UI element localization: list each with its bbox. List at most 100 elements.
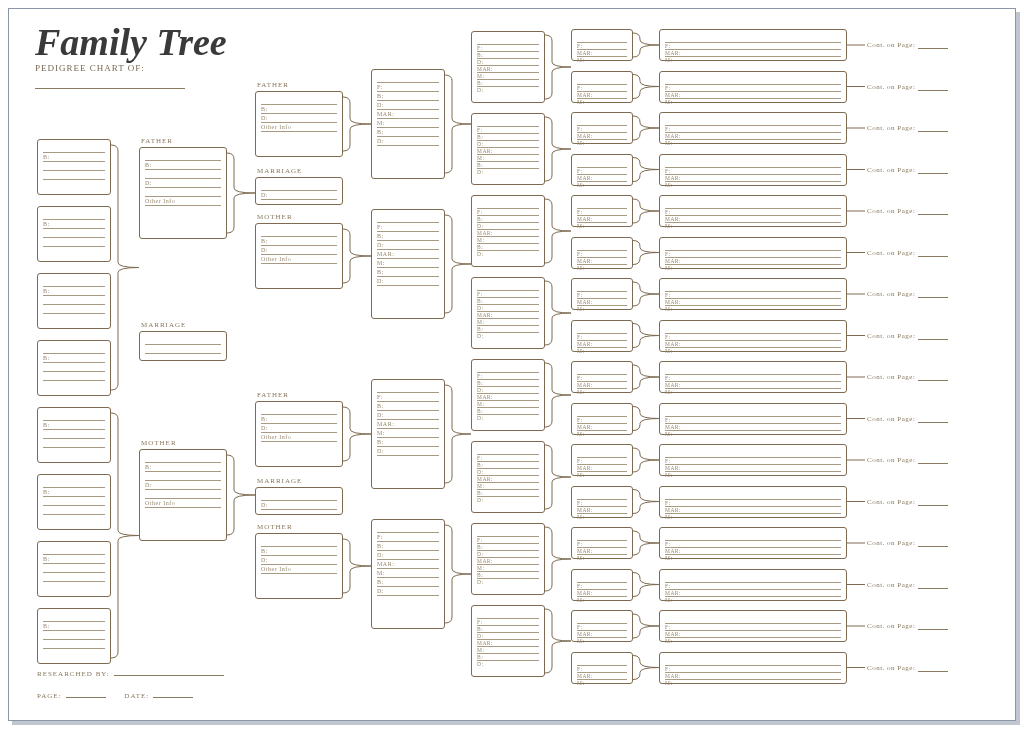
field-row: D: bbox=[477, 551, 539, 558]
field-row: D: bbox=[377, 411, 439, 420]
pedigree-box: F:MAR:M: bbox=[571, 195, 633, 227]
pedigree-box: B: bbox=[37, 340, 111, 396]
field-row: B: bbox=[43, 354, 105, 363]
field-row: M: bbox=[577, 514, 627, 521]
pedigree-box: F:B:D:MAR:M:B:D: bbox=[471, 523, 545, 595]
field-row: MAR: bbox=[665, 507, 841, 514]
field-row: MAR: bbox=[477, 312, 539, 319]
name-line bbox=[261, 95, 337, 105]
field-row: MAR: bbox=[577, 548, 627, 555]
chart-area: B:B:B:B:B:B:B:B:FatherB:D:Other InfoMarr… bbox=[9, 9, 1015, 720]
cont-label: Cont. on Page: bbox=[867, 249, 915, 257]
field-row: MAR: bbox=[577, 50, 627, 57]
field-row: F: bbox=[665, 292, 841, 299]
field-row bbox=[43, 573, 105, 582]
cont-on-page: Cont. on Page: bbox=[867, 539, 948, 547]
field-row: M: bbox=[577, 99, 627, 106]
name-line bbox=[577, 199, 627, 209]
field-row: MAR: bbox=[577, 133, 627, 140]
footer-area: Researched By: Page: Date: bbox=[37, 668, 224, 700]
field-row: F: bbox=[665, 126, 841, 133]
name-line bbox=[577, 33, 627, 43]
field-row: D: bbox=[377, 277, 439, 286]
field-row: D: bbox=[377, 587, 439, 596]
box-label: Father bbox=[257, 81, 289, 89]
field-row: D: bbox=[377, 101, 439, 110]
cont-label: Cont. on Page: bbox=[867, 415, 915, 423]
field-row: M: bbox=[477, 155, 539, 162]
field-row: B: bbox=[477, 298, 539, 305]
name-line bbox=[43, 210, 105, 220]
pedigree-box: Marriage bbox=[139, 331, 227, 361]
cont-line bbox=[918, 665, 948, 672]
field-row: B: bbox=[43, 555, 105, 564]
field-row: F: bbox=[477, 537, 539, 544]
name-line bbox=[665, 531, 841, 541]
field-row: F: bbox=[665, 624, 841, 631]
field-row: M: bbox=[665, 223, 841, 230]
field-row: M: bbox=[665, 680, 841, 687]
field-row: D: bbox=[145, 179, 221, 188]
pedigree-box: F:MAR:M: bbox=[659, 610, 847, 642]
field-row: F: bbox=[665, 209, 841, 216]
field-row: D: bbox=[377, 551, 439, 560]
field-row: F: bbox=[665, 666, 841, 673]
field-row bbox=[145, 472, 221, 481]
field-row: D: bbox=[261, 501, 337, 510]
cont-label: Cont. on Page: bbox=[867, 290, 915, 298]
field-row: D: bbox=[477, 251, 539, 258]
field-row: D: bbox=[377, 447, 439, 456]
field-row: D: bbox=[261, 246, 337, 255]
name-line bbox=[665, 116, 841, 126]
field-row: F: bbox=[577, 624, 627, 631]
pedigree-box: B: bbox=[37, 541, 111, 597]
name-line bbox=[477, 609, 539, 619]
pedigree-box: F:MAR:M: bbox=[659, 652, 847, 684]
field-row bbox=[145, 188, 221, 197]
name-line bbox=[261, 227, 337, 237]
field-row: B: bbox=[261, 547, 337, 556]
field-row: F: bbox=[577, 209, 627, 216]
field-row: F: bbox=[665, 375, 841, 382]
pedigree-box: F:MAR:M: bbox=[659, 154, 847, 186]
field-row: F: bbox=[577, 417, 627, 424]
pedigree-box: FatherB:D:Other Info bbox=[255, 401, 343, 467]
field-row bbox=[43, 430, 105, 439]
field-row: MAR: bbox=[665, 673, 841, 680]
page-date-row: Page: Date: bbox=[37, 690, 224, 700]
field-row: D: bbox=[477, 223, 539, 230]
pedigree-chart-frame: Family Tree Pedigree Chart of: B:B:B:B:B… bbox=[8, 8, 1016, 721]
field-row bbox=[43, 171, 105, 180]
field-row: M: bbox=[665, 99, 841, 106]
pedigree-box: F:MAR:M: bbox=[571, 444, 633, 476]
field-row: MAR: bbox=[665, 548, 841, 555]
cont-line bbox=[918, 42, 948, 49]
pedigree-box: F:MAR:M: bbox=[571, 29, 633, 61]
field-row: MAR: bbox=[577, 382, 627, 389]
field-row: MAR: bbox=[477, 640, 539, 647]
field-row: MAR: bbox=[577, 507, 627, 514]
name-line bbox=[145, 151, 221, 161]
field-row: B: bbox=[377, 578, 439, 587]
field-row: MAR: bbox=[477, 66, 539, 73]
box-label: Mother bbox=[257, 523, 293, 531]
name-line bbox=[665, 282, 841, 292]
field-row: M: bbox=[377, 119, 439, 128]
field-row bbox=[43, 506, 105, 515]
name-line bbox=[665, 656, 841, 666]
field-row: MAR: bbox=[577, 216, 627, 223]
pedigree-box: F:MAR:M: bbox=[571, 154, 633, 186]
pedigree-box: F:MAR:M: bbox=[659, 195, 847, 227]
pedigree-box: FatherB:D:Other Info bbox=[139, 147, 227, 239]
field-row: M: bbox=[665, 514, 841, 521]
cont-on-page: Cont. on Page: bbox=[867, 83, 948, 91]
pedigree-box: F:B:D:MAR:M:B:D: bbox=[471, 31, 545, 103]
field-row: M: bbox=[577, 597, 627, 604]
field-row: D: bbox=[377, 241, 439, 250]
cont-line bbox=[918, 208, 948, 215]
cont-on-page: Cont. on Page: bbox=[867, 498, 948, 506]
name-line bbox=[665, 75, 841, 85]
field-row: MAR: bbox=[577, 175, 627, 182]
pedigree-box: F:MAR:M: bbox=[659, 403, 847, 435]
name-line bbox=[577, 407, 627, 417]
